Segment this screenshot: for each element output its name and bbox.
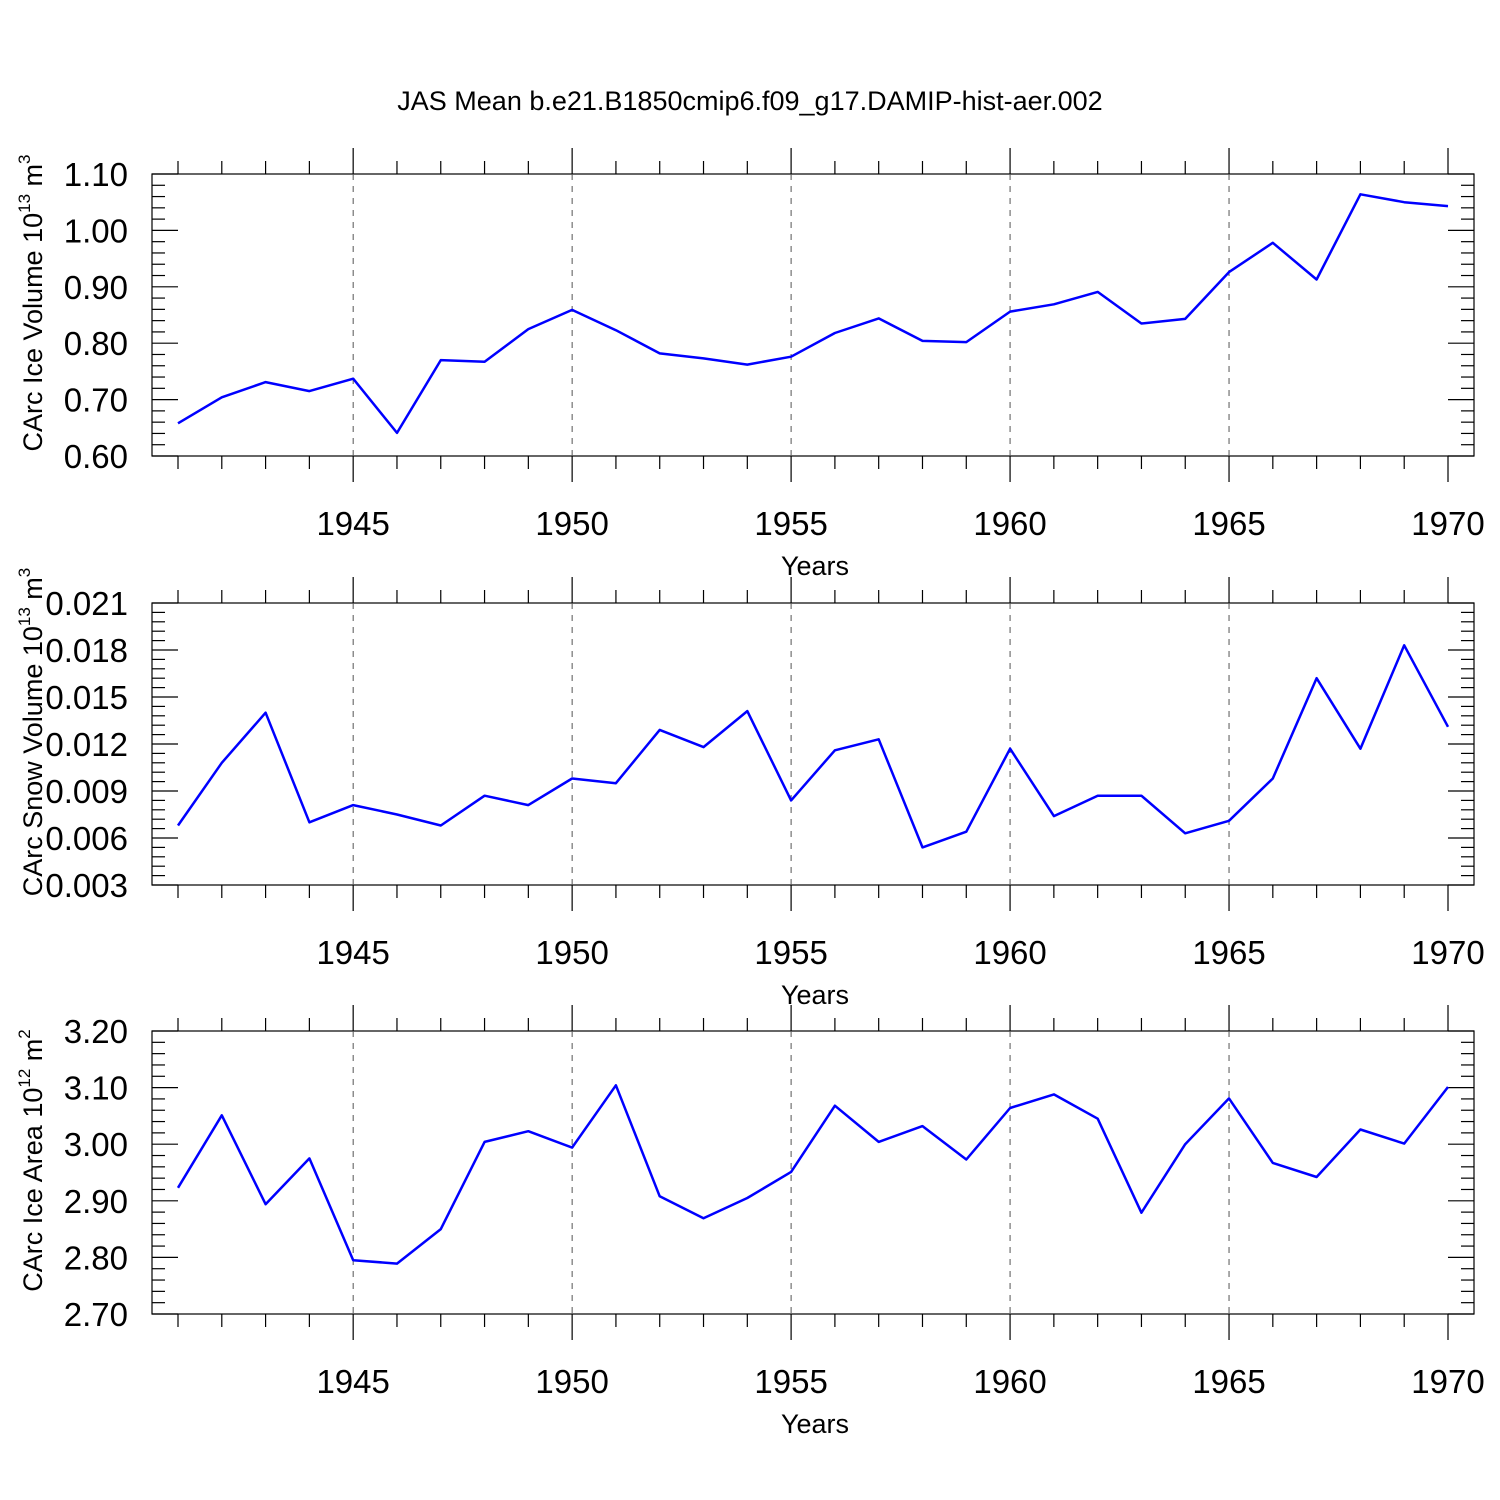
chart-title: JAS Mean b.e21.B1850cmip6.f09_g17.DAMIP-… (397, 86, 1102, 116)
y-tick-label: 0.003 (45, 867, 128, 904)
x-tick-label: 1960 (973, 1363, 1046, 1400)
y-tick-label: 2.80 (64, 1239, 128, 1276)
y-axis-label: CArc Ice Area 1012 m2 (15, 1029, 48, 1292)
series-line (177, 193, 1449, 435)
plot-frame (151, 602, 1475, 886)
x-axis-label: Years (781, 980, 849, 1010)
y-tick-label: 0.015 (45, 679, 128, 716)
x-tick-label: 1945 (316, 934, 389, 971)
x-tick-label: 1965 (1192, 505, 1265, 542)
y-tick-label: 2.70 (64, 1296, 128, 1333)
plot-frame (151, 173, 1475, 457)
x-tick-label: 1950 (535, 934, 608, 971)
x-tick-label: 1945 (316, 1363, 389, 1400)
x-axis-label: Years (781, 1409, 849, 1439)
x-tick-label: 1970 (1411, 934, 1484, 971)
y-tick-label: 2.90 (64, 1183, 128, 1220)
y-tick-label: 0.021 (45, 585, 128, 622)
y-tick-label: 3.10 (64, 1070, 128, 1107)
series-line (176, 1084, 1449, 1265)
x-tick-label: 1955 (754, 934, 827, 971)
x-tick-label: 1965 (1192, 1363, 1265, 1400)
x-tick-label: 1955 (754, 1363, 827, 1400)
x-tick-label: 1945 (316, 505, 389, 542)
y-axis-label: CArc Snow Volume 1013 m3 (15, 568, 48, 897)
y-tick-label: 0.80 (64, 325, 128, 362)
y-tick-label: 0.012 (45, 726, 128, 763)
chart-panel-3: 1945 1950 1955 1960 1965 1970 2.70 2.80 2.90 3.00… (15, 1005, 1485, 1439)
y-tick-label: 0.018 (45, 632, 128, 669)
series-line (176, 644, 1450, 849)
y-tick-label: 0.60 (64, 438, 128, 475)
y-axis-label: CArc Ice Volume 1013 m3 (15, 154, 48, 451)
y-tick-label: 0.70 (64, 382, 128, 419)
x-tick-label: 1960 (973, 505, 1046, 542)
y-tick-label: 1.10 (64, 156, 128, 193)
x-tick-label: 1970 (1411, 1363, 1484, 1400)
plot-frame (151, 1030, 1475, 1315)
y-tick-label: 3.20 (64, 1013, 128, 1050)
y-tick-label: 3.00 (64, 1126, 128, 1163)
y-tick-label: 0.90 (64, 269, 128, 306)
x-tick-label: 1950 (535, 1363, 608, 1400)
y-tick-label: 1.00 (64, 212, 128, 249)
y-tick-label: 0.006 (45, 820, 128, 857)
x-tick-label: 1970 (1411, 505, 1484, 542)
x-axis-label: Years (781, 551, 849, 581)
x-tick-label: 1955 (754, 505, 827, 542)
chart-panel-2: 1945 1950 1955 1960 1965 1970 0.003 0.006 0.009 0… (15, 568, 1485, 1010)
chart-panel-1: 1945 1950 1955 1960 1965 1970 0.60 0.70 0.80 0.90… (15, 148, 1485, 581)
y-tick-label: 0.009 (45, 773, 128, 810)
x-tick-label: 1950 (535, 505, 608, 542)
x-tick-label: 1965 (1192, 934, 1265, 971)
x-tick-label: 1960 (973, 934, 1046, 971)
